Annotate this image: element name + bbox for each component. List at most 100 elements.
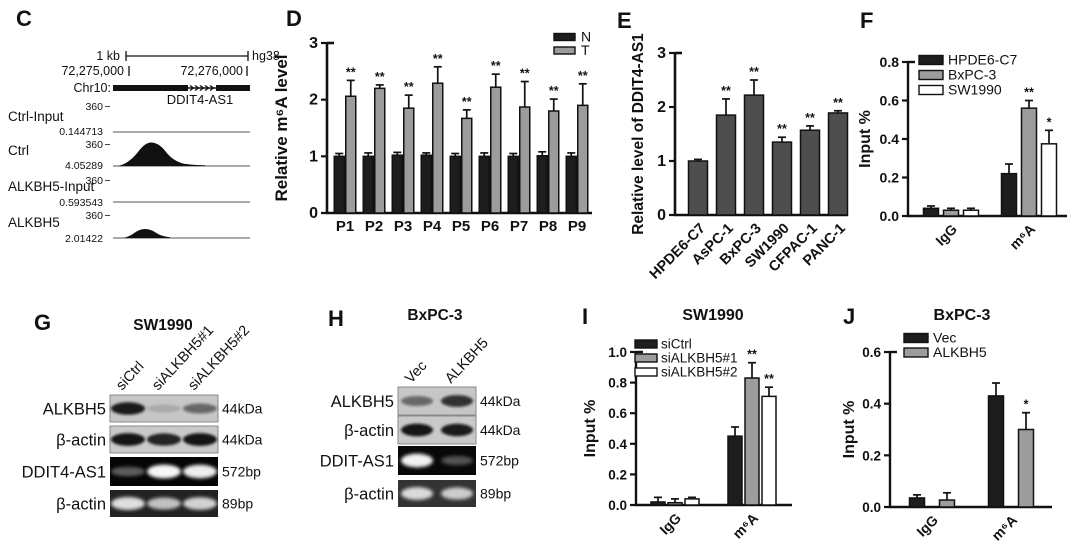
legend-label: N (581, 29, 591, 45)
significance-marker: * (1047, 115, 1052, 129)
bar (548, 110, 560, 214)
strand-arrow (194, 84, 200, 92)
y-tick-label: 2 (309, 92, 318, 109)
bar (827, 112, 849, 216)
y-tick-label: 0.4 (608, 437, 627, 452)
protein-band (401, 396, 433, 406)
legend-label: BxPC-3 (948, 67, 996, 83)
gene-label: DDIT4-AS1 (167, 92, 233, 107)
significance-marker: ** (721, 84, 731, 98)
size-label: 89bp (480, 486, 511, 502)
significance-marker: ** (491, 59, 501, 73)
y-tick-label: 1 (309, 148, 318, 165)
bar (687, 160, 709, 216)
significance-marker: ** (805, 111, 815, 125)
panel-i-label: I (582, 304, 589, 329)
y-tick-label: 1.0 (608, 345, 627, 360)
track-name: ALKBH5-Input (8, 179, 95, 194)
legend-label: siALKBH5#1 (661, 351, 738, 366)
significance-marker: ** (764, 372, 774, 386)
track-name: Ctrl (8, 143, 29, 158)
chart-title: SW1990 (682, 307, 743, 324)
protein-band (183, 433, 217, 446)
protein-band (441, 395, 473, 407)
size-label: 572bp (222, 464, 261, 480)
bar (519, 106, 531, 214)
panel-f-label: F (860, 8, 874, 33)
dna-band (111, 466, 145, 477)
target-label: DDIT-AS1 (320, 453, 394, 471)
x-tick-label: P3 (394, 218, 412, 235)
size-label: 572bp (480, 453, 519, 469)
bar (1040, 143, 1058, 217)
y-tick-label: 0.2 (880, 170, 900, 186)
x-tick-label: P9 (568, 218, 586, 235)
protein-band (147, 433, 181, 446)
sw1990-merip-chart: 0.0 0.2 0.4 0.6 0.8 1.0 IgG ** ** m⁶A Input % SW199… (582, 307, 792, 542)
panel-h-label: H (328, 306, 345, 331)
bar (922, 207, 940, 217)
protein-band (441, 423, 473, 437)
bar (403, 107, 415, 214)
legend-swatch (634, 367, 658, 377)
y-tick-label: 0.0 (608, 498, 627, 513)
x-tick-label: P8 (539, 218, 557, 235)
significance-marker: ** (346, 65, 356, 79)
x-tick-label: IgG (913, 512, 941, 540)
bar (391, 154, 403, 214)
bar (1020, 107, 1038, 217)
dna-band (183, 497, 217, 510)
scale-label: 1 kb (96, 49, 120, 63)
x-tick-label: P4 (423, 218, 442, 235)
bar (761, 395, 777, 506)
significance-marker: ** (375, 70, 385, 84)
panel-d-label: D (286, 6, 303, 31)
protein-band (111, 433, 145, 446)
significance-marker: ** (833, 96, 843, 110)
track-ymax: 360 (85, 175, 103, 187)
bar (333, 155, 345, 214)
size-label: 44kDa (480, 393, 521, 409)
bar (799, 129, 821, 216)
legend-swatch (553, 46, 576, 55)
bar (478, 155, 490, 214)
bar (942, 209, 960, 217)
size-label: 44kDa (222, 401, 263, 417)
y-tick-label: 0 (309, 205, 318, 222)
y-tick-label: 0.0 (862, 500, 881, 515)
y-tick-label: 2 (657, 99, 666, 116)
strand-arrow (209, 84, 215, 92)
x-tick-label: IgG (656, 510, 684, 538)
significance-marker: ** (433, 52, 443, 66)
bar (461, 117, 473, 214)
significance-marker: ** (462, 95, 472, 109)
legend-label: siALKBH5#2 (661, 365, 738, 380)
dna-band (401, 453, 433, 468)
legend-swatch (903, 347, 929, 358)
bar (536, 155, 548, 214)
coordinate-right: 72,276,000 (180, 64, 243, 78)
significance-marker: ** (749, 65, 759, 79)
size-label: 44kDa (480, 422, 521, 438)
chart-title: BxPC-3 (934, 307, 991, 324)
bar (908, 497, 926, 508)
size-label: 44kDa (222, 432, 263, 448)
bar (1000, 172, 1018, 217)
target-label: β-actin (56, 432, 106, 450)
bar (962, 209, 980, 217)
coordinate-left: 72,275,000 (61, 64, 124, 78)
legend-swatch (918, 84, 944, 96)
x-tick-label: IgG (932, 221, 960, 249)
y-tick-label: 0.0 (880, 208, 900, 224)
significance-marker: ** (747, 348, 757, 362)
significance-marker: ** (1024, 86, 1034, 100)
bar (744, 377, 760, 506)
bar (771, 141, 793, 216)
legend-swatch (903, 332, 929, 344)
bar (449, 155, 461, 214)
legend-label: HPDE6-C7 (948, 52, 1017, 68)
bar (420, 154, 432, 214)
track-ymax: 360 (85, 101, 103, 113)
